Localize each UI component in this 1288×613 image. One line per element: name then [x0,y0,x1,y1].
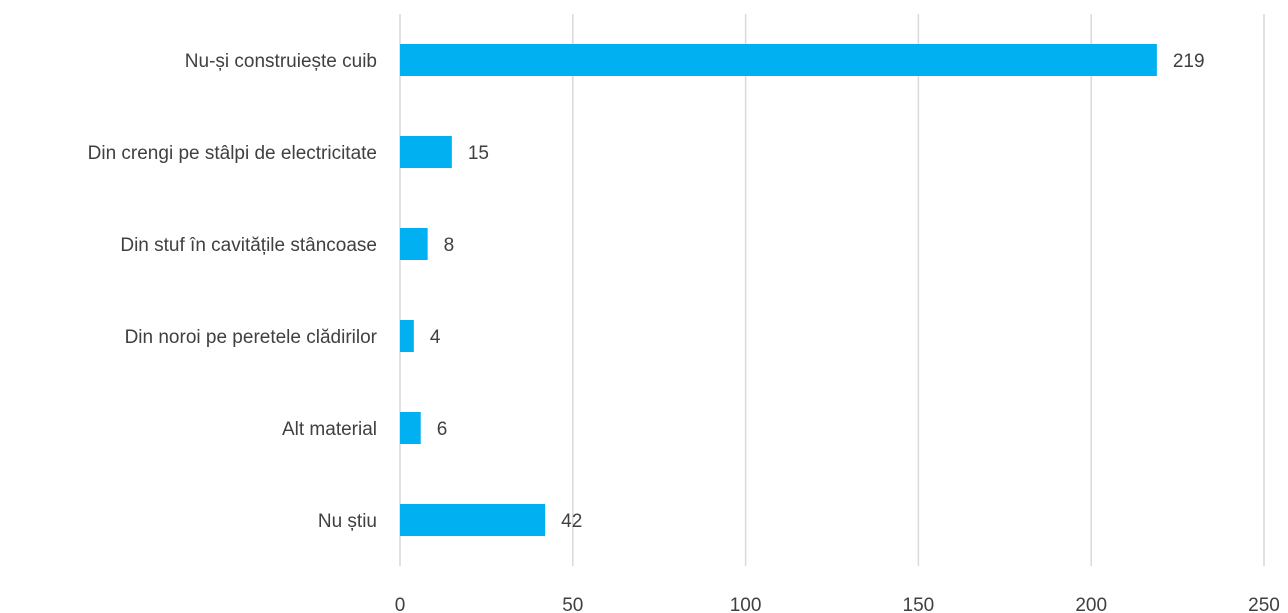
category-label: Din noroi pe peretele clădirilor [125,327,378,348]
category-label: Din stuf în cavitățile stâncoase [120,235,377,256]
x-tick-label: 100 [730,595,762,613]
category-label: Nu știu [318,511,377,532]
data-label: 219 [1173,51,1205,72]
x-tick-label: 50 [562,595,583,613]
category-label: Alt material [282,419,377,440]
bar [400,320,414,352]
data-label: 8 [444,235,455,256]
bar [400,228,428,260]
bar [400,44,1157,76]
category-label: Din crengi pe stâlpi de electricitate [88,143,377,164]
bar [400,504,546,536]
data-label: 15 [468,143,489,164]
bar [400,412,421,444]
data-label: 4 [430,327,441,348]
x-tick-label: 0 [395,595,406,613]
x-tick-label: 150 [903,595,935,613]
data-label: 42 [561,511,582,532]
x-tick-label: 250 [1248,595,1280,613]
gridlines [399,14,1265,566]
bar [400,136,452,168]
bars [400,44,1157,536]
category-label: Nu-și construiește cuib [185,51,377,72]
data-label: 6 [437,419,448,440]
x-axis-ticks: 0 50 100 150 200 250 [395,595,1280,613]
x-tick-label: 200 [1075,595,1107,613]
